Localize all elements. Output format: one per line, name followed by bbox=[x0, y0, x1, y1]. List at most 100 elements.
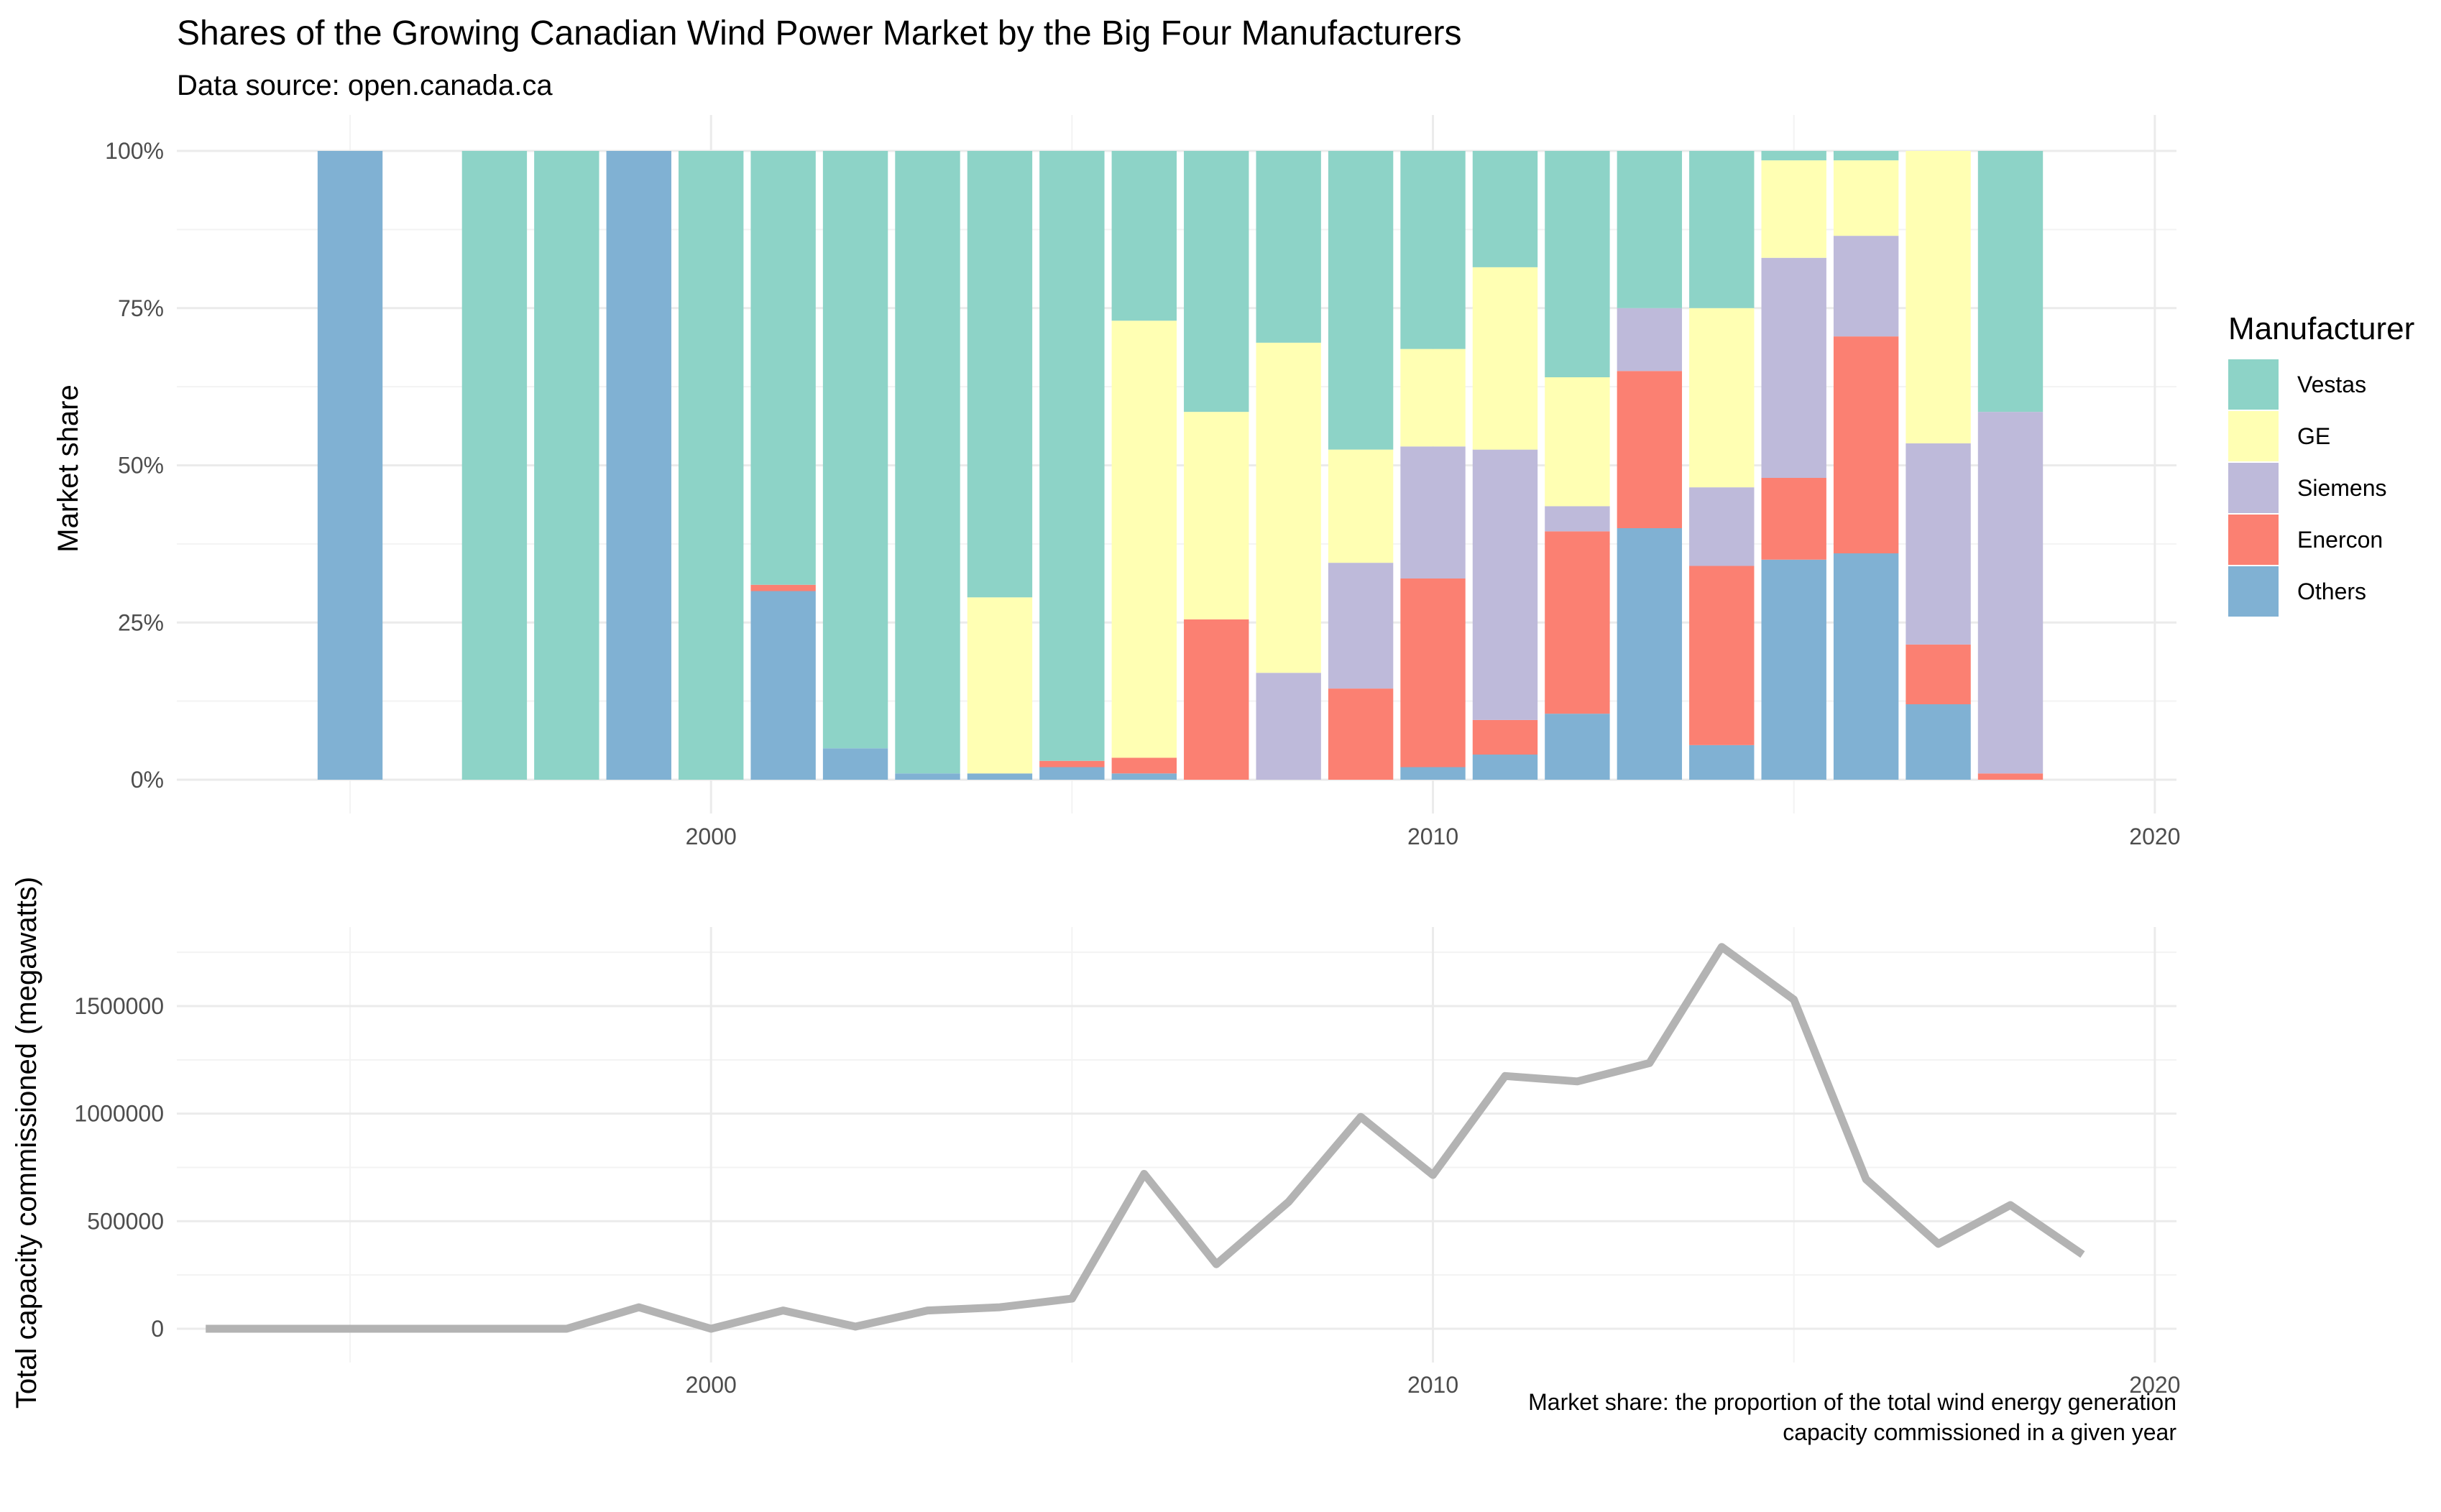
bar-2011-vestas bbox=[1472, 151, 1538, 267]
bar-1998-vestas bbox=[534, 151, 599, 780]
bar-2014-vestas bbox=[1689, 151, 1755, 308]
capacity-y-tick-label: 1500000 bbox=[74, 993, 164, 1019]
bar-2005-enercon bbox=[1039, 760, 1105, 767]
capacity-panel-y-ticks: 0 500000 1000000 1500000 bbox=[74, 993, 164, 1342]
capacity-x-tick-label: 2020 bbox=[2129, 1372, 2180, 1398]
capacity-panel-x-ticks: 2000 2010 2020 bbox=[686, 1372, 2181, 1398]
capacity-panel-y-label: Total capacity commissioned (megawatts) bbox=[11, 877, 42, 1409]
bar-2007-ge bbox=[1184, 412, 1249, 619]
bar-2006-enercon bbox=[1111, 757, 1177, 774]
bar-2002-vestas bbox=[822, 151, 888, 749]
capacity-series-line bbox=[206, 943, 2085, 1333]
capacity-x-tick-label: 2010 bbox=[1407, 1372, 1458, 1398]
bar-2001-enercon bbox=[750, 584, 816, 591]
bar-2014-others bbox=[1689, 745, 1755, 780]
share-y-tick-label: 25% bbox=[118, 609, 164, 635]
bar-2016-others bbox=[1833, 553, 1899, 780]
bar-2011-enercon bbox=[1472, 719, 1538, 755]
capacity-y-tick-label: 1000000 bbox=[74, 1101, 164, 1127]
legend-label-enercon: Enercon bbox=[2297, 527, 2383, 553]
bar-1997-vestas bbox=[461, 151, 528, 780]
share-x-tick-label: 2020 bbox=[2129, 824, 2180, 849]
legend-key-others bbox=[2228, 566, 2279, 617]
capacity-panel-grid bbox=[177, 927, 2176, 1363]
capacity-y-tick-label: 500000 bbox=[87, 1208, 164, 1234]
bar-2007-vestas bbox=[1184, 151, 1249, 412]
share-y-tick-label: 0% bbox=[131, 767, 164, 793]
bar-2015-others bbox=[1761, 559, 1826, 780]
bar-2014-ge bbox=[1689, 308, 1755, 488]
bar-2006-others bbox=[1111, 773, 1177, 780]
bar-2017-siemens bbox=[1906, 443, 1971, 645]
share-panel-bars bbox=[317, 151, 2044, 780]
bar-2010-others bbox=[1400, 767, 1466, 780]
bar-2005-vestas bbox=[1039, 151, 1105, 761]
bar-2000-vestas bbox=[679, 151, 744, 780]
chart-subtitle: Data source: open.canada.ca bbox=[177, 70, 553, 101]
bar-2010-ge bbox=[1400, 349, 1466, 447]
bar-2004-vestas bbox=[967, 151, 1033, 598]
bar-2010-siemens bbox=[1400, 446, 1466, 578]
bar-2015-ge bbox=[1761, 160, 1826, 258]
bar-2013-vestas bbox=[1617, 151, 1683, 308]
bar-2009-siemens bbox=[1328, 563, 1394, 689]
chart-title: Shares of the Growing Canadian Wind Powe… bbox=[177, 14, 1462, 52]
bar-2015-siemens bbox=[1761, 257, 1826, 478]
bar-2018-enercon bbox=[1977, 773, 2044, 780]
bar-2014-siemens bbox=[1689, 487, 1755, 566]
legend-key-siemens bbox=[2228, 463, 2279, 513]
share-x-tick-label: 2000 bbox=[686, 824, 737, 849]
bar-2009-ge bbox=[1328, 449, 1394, 563]
bar-2006-ge bbox=[1111, 321, 1177, 758]
bar-2012-siemens bbox=[1545, 506, 1610, 532]
bar-2009-vestas bbox=[1328, 151, 1394, 450]
share-y-tick-label: 100% bbox=[105, 138, 164, 164]
bar-2016-vestas bbox=[1833, 151, 1899, 161]
bar-2018-siemens bbox=[1977, 412, 2044, 774]
bar-2002-others bbox=[822, 748, 888, 780]
bar-2014-enercon bbox=[1689, 566, 1755, 745]
bar-2016-enercon bbox=[1833, 336, 1899, 553]
caption-line-2: capacity commissioned in a given year bbox=[1783, 1419, 2176, 1445]
bar-2011-ge bbox=[1472, 267, 1538, 450]
bar-2010-enercon bbox=[1400, 578, 1466, 767]
legend-label-siemens: Siemens bbox=[2297, 475, 2387, 501]
bar-2012-ge bbox=[1545, 377, 1610, 507]
bar-2004-others bbox=[967, 773, 1033, 780]
caption-line-1: Market share: the proportion of the tota… bbox=[1528, 1389, 2176, 1415]
share-y-tick-label: 75% bbox=[118, 295, 164, 321]
bar-2004-ge bbox=[967, 597, 1033, 774]
bar-2015-enercon bbox=[1761, 478, 1826, 560]
share-panel-x-ticks: 2000 2010 2020 bbox=[686, 824, 2181, 849]
share-panel-y-label: Market share bbox=[52, 384, 84, 552]
bar-2008-ge bbox=[1256, 342, 1321, 673]
bar-2012-others bbox=[1545, 714, 1610, 780]
share-y-tick-label: 50% bbox=[118, 453, 164, 479]
bar-2017-others bbox=[1906, 704, 1971, 780]
legend-label-vestas: Vestas bbox=[2297, 372, 2366, 397]
bar-2013-enercon bbox=[1617, 371, 1683, 528]
bar-2009-enercon bbox=[1328, 688, 1394, 780]
bar-2016-siemens bbox=[1833, 236, 1899, 337]
bar-2011-siemens bbox=[1472, 449, 1538, 720]
legend-label-ge: GE bbox=[2297, 423, 2330, 449]
bar-1999-others bbox=[606, 151, 671, 780]
bar-2013-others bbox=[1617, 528, 1683, 780]
bar-1995-others bbox=[317, 151, 383, 780]
legend-key-enercon bbox=[2228, 515, 2279, 565]
bar-2012-vestas bbox=[1545, 151, 1610, 377]
bar-2016-ge bbox=[1833, 160, 1899, 236]
bar-2008-siemens bbox=[1256, 673, 1321, 780]
bar-2007-enercon bbox=[1184, 619, 1249, 780]
share-x-tick-label: 2010 bbox=[1407, 824, 1458, 849]
legend-title: Manufacturer bbox=[2228, 311, 2414, 346]
bar-2015-vestas bbox=[1761, 151, 1826, 161]
bar-2012-enercon bbox=[1545, 531, 1610, 714]
bar-2003-others bbox=[895, 773, 960, 780]
legend-key-vestas bbox=[2228, 359, 2279, 410]
capacity-panel-line bbox=[206, 943, 2085, 1333]
bar-2013-siemens bbox=[1617, 308, 1683, 372]
legend: Manufacturer Vestas GE Siemens Enercon Other… bbox=[2228, 311, 2414, 617]
